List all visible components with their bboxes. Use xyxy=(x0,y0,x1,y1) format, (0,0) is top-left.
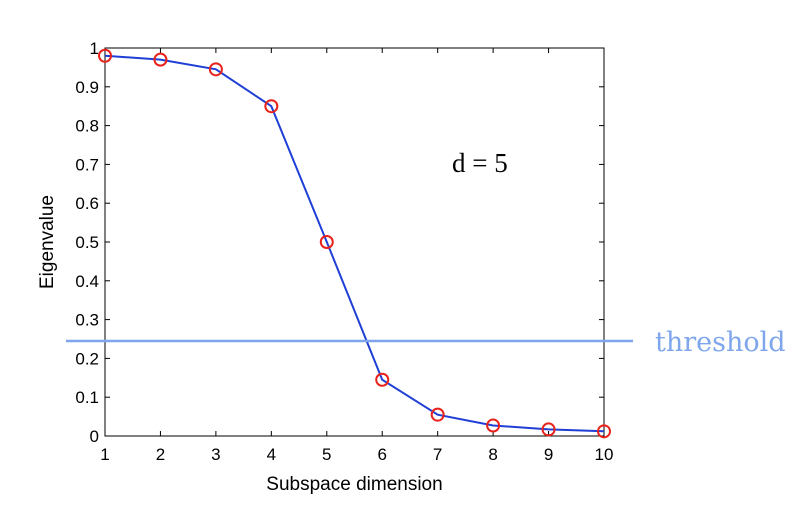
x-tick-label: 5 xyxy=(322,445,331,464)
x-tick-label: 7 xyxy=(433,445,442,464)
data-point-marker xyxy=(98,48,112,63)
y-axis-title: Eigenvalue xyxy=(37,195,58,289)
data-point-marker xyxy=(375,372,390,387)
x-tick-label: 1 xyxy=(100,445,109,464)
y-tick-label: 0 xyxy=(90,427,99,446)
data-point-marker xyxy=(486,418,501,433)
plot-frame xyxy=(104,47,605,437)
data-point-marker xyxy=(153,52,168,67)
x-axis-title: Subspace dimension xyxy=(266,474,442,495)
data-point-marker xyxy=(264,99,279,114)
data-point-marker xyxy=(208,62,223,77)
data-point-marker xyxy=(430,407,445,422)
series-line xyxy=(104,54,605,433)
x-tick-label: 10 xyxy=(595,445,614,464)
y-tick-label: 1 xyxy=(90,39,99,58)
y-tick-label: 0.1 xyxy=(75,388,99,407)
data-point-marker xyxy=(597,424,611,439)
x-tick-label: 9 xyxy=(544,445,553,464)
x-tick-label: 8 xyxy=(488,445,497,464)
data-point-marker xyxy=(541,422,556,437)
x-tick-label: 6 xyxy=(377,445,386,464)
x-tick-label: 4 xyxy=(267,445,276,464)
y-tick-label: 0.5 xyxy=(75,233,99,252)
x-tick-label: 3 xyxy=(211,445,220,464)
y-tick-label: 0.2 xyxy=(75,349,99,368)
y-tick-label: 0.4 xyxy=(75,272,99,291)
y-tick-label: 0.3 xyxy=(75,311,99,330)
y-tick-label: 0.7 xyxy=(75,155,99,174)
x-tick-label: 2 xyxy=(156,445,165,464)
d-annotation: d = 5 xyxy=(452,148,508,178)
data-point-marker xyxy=(319,235,334,249)
series-markers xyxy=(98,48,611,439)
threshold-label: threshold xyxy=(655,327,786,358)
y-tick-label: 0.6 xyxy=(75,194,99,213)
y-tick-label: 0.8 xyxy=(75,117,99,136)
axis-ticks xyxy=(104,47,605,437)
tick-labels: 1 2 3 4 5 6 7 8 9 10 0 0.1 0.2 0.3 0.4 0.5 0.6 0.7 0.8 0.9 1 xyxy=(75,39,613,464)
y-tick-label: 0.9 xyxy=(75,78,99,97)
